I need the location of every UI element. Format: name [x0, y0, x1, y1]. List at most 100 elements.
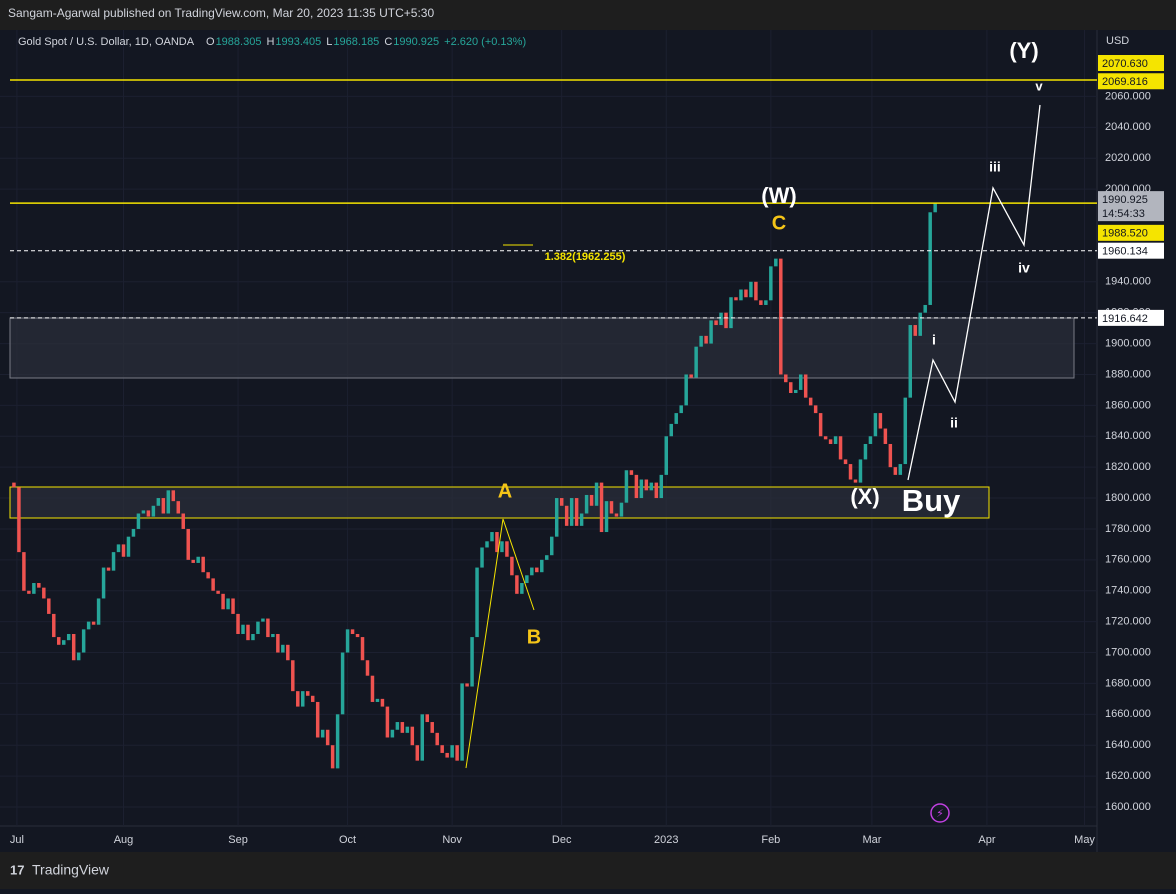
candle [57, 637, 61, 645]
top-bar [0, 0, 1176, 30]
candle [584, 494, 589, 514]
candle [813, 405, 818, 414]
wave-label: (Y) [1009, 38, 1038, 63]
candle [281, 644, 285, 653]
candle [405, 726, 410, 733]
candle [131, 528, 136, 537]
candle [779, 258, 783, 375]
candle [161, 498, 166, 514]
candle [301, 691, 305, 707]
x-tick-label: Jul [10, 834, 24, 846]
wave-label: C [772, 212, 786, 234]
candle [853, 479, 858, 483]
candle [261, 618, 265, 622]
candle [485, 541, 489, 548]
price-label-bg [1098, 73, 1164, 90]
candle [704, 335, 708, 344]
candle [430, 722, 434, 733]
candle [515, 575, 519, 594]
price-label-bg [1098, 205, 1164, 222]
wave-ab [465, 518, 535, 769]
candle [893, 467, 898, 475]
candle [71, 633, 76, 661]
x-tick-label: Apr [978, 834, 995, 846]
candle [385, 706, 390, 738]
candle [808, 397, 813, 406]
candle [828, 439, 833, 444]
candle [335, 714, 340, 769]
candle [450, 745, 454, 758]
candle [520, 583, 524, 594]
candle [739, 289, 743, 301]
brand: TradingView [32, 862, 110, 878]
axes: 1600.000 1620.000 1640.000 1660.000 1680.000… [10, 55, 1164, 846]
candle [639, 479, 644, 499]
candle [803, 374, 808, 398]
candle [928, 212, 932, 305]
candle [355, 633, 360, 638]
candle [863, 443, 868, 460]
candle [271, 633, 275, 638]
candle [559, 498, 564, 506]
candle [42, 587, 46, 599]
candle [236, 613, 240, 634]
candle [12, 482, 16, 488]
ohlc-value: 1968.185 [333, 36, 379, 48]
x-tick-label: 2023 [654, 834, 678, 846]
candle [764, 300, 768, 305]
candle [898, 464, 903, 475]
candle [296, 691, 300, 707]
candle [375, 698, 380, 702]
candle [470, 637, 474, 687]
candle [32, 583, 36, 594]
candle [609, 501, 614, 514]
candle [360, 637, 365, 661]
candle [594, 482, 599, 506]
zone-resistance [9, 317, 1075, 379]
candle [445, 752, 449, 758]
wave-label: iii [989, 159, 1001, 175]
candle [111, 552, 116, 571]
candle [17, 487, 21, 553]
ohlc-legend: O 1988.305 H 1993.405 L 1968.185 C 1990.925 +2.6… [206, 36, 526, 48]
publisher: Sangam-Agarwal published on TradingView.… [8, 6, 434, 20]
y-tick-label: 1940.000 [1105, 276, 1151, 288]
candle [789, 382, 793, 394]
candle [211, 578, 215, 591]
candle [310, 695, 315, 702]
zone-support [9, 486, 990, 519]
candle [798, 374, 803, 390]
candle [649, 482, 654, 491]
candle [395, 722, 400, 730]
candle [694, 346, 698, 378]
candle [216, 590, 220, 594]
price-label-bg [1098, 55, 1164, 72]
candles [12, 203, 937, 769]
candle [545, 555, 549, 560]
candle [759, 300, 763, 305]
candle [709, 320, 713, 344]
candle [181, 513, 185, 529]
candle [196, 556, 200, 563]
candle [345, 629, 350, 653]
candle [415, 745, 420, 761]
event-icon[interactable] [930, 803, 950, 823]
candle [425, 714, 429, 723]
x-tick-label: Mar [862, 834, 881, 846]
candle [455, 745, 459, 761]
candle [61, 640, 66, 645]
y-tick-label: 2040.000 [1105, 121, 1151, 133]
candle [96, 598, 101, 625]
candle [221, 593, 225, 610]
candle [276, 633, 280, 653]
candle [624, 470, 629, 503]
y-tick-label: 1840.000 [1105, 430, 1151, 442]
candle [923, 304, 927, 313]
candle [101, 567, 106, 599]
wave-label: ii [950, 415, 958, 431]
candle [604, 501, 609, 533]
candle [166, 490, 171, 514]
price-label-bg [1098, 224, 1164, 241]
x-tick-label: Oct [339, 834, 356, 846]
candle [883, 428, 888, 444]
